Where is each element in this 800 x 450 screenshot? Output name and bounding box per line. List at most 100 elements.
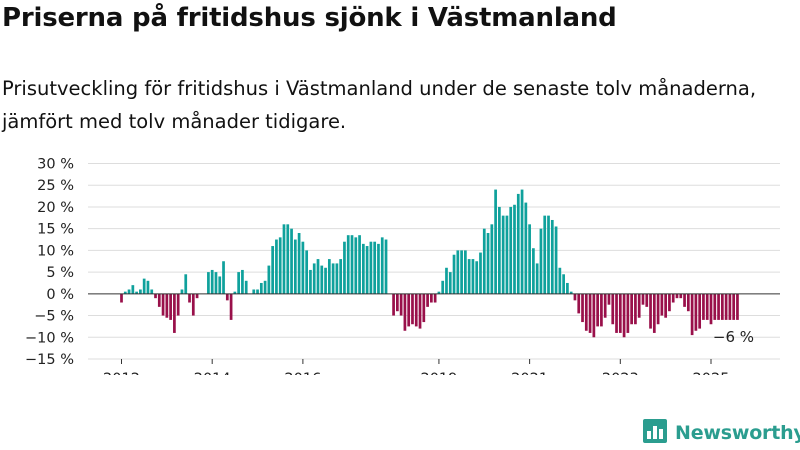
bar	[259, 282, 263, 294]
x-tick-label: 2021	[511, 371, 548, 375]
bar	[626, 293, 630, 333]
bar	[195, 293, 199, 299]
bar	[528, 224, 531, 294]
bar	[494, 189, 497, 294]
y-tick-label: −15 %	[25, 352, 74, 368]
bar	[668, 293, 671, 312]
bar	[679, 293, 683, 299]
bar	[456, 250, 460, 294]
bar	[562, 274, 565, 294]
bar	[207, 272, 210, 294]
bar	[286, 224, 290, 294]
bar	[524, 202, 528, 294]
bar	[675, 293, 679, 299]
bar	[554, 226, 558, 294]
bar	[713, 293, 717, 320]
bar	[464, 250, 467, 294]
bar	[641, 293, 645, 305]
bar	[660, 293, 664, 316]
bar	[569, 291, 573, 294]
bar	[275, 239, 278, 294]
bar	[150, 289, 154, 294]
bar	[335, 263, 339, 294]
bar	[214, 272, 218, 294]
bar	[278, 237, 282, 294]
bar	[139, 289, 142, 294]
bar	[225, 293, 229, 301]
bar	[392, 293, 395, 316]
bar	[649, 293, 652, 329]
bar	[180, 289, 184, 294]
bar	[724, 293, 728, 320]
bar	[584, 293, 588, 331]
x-tick-label: 2023	[602, 371, 639, 375]
x-tick-label: 2019	[420, 371, 457, 375]
bar	[520, 189, 524, 294]
bar	[513, 204, 516, 294]
bar	[467, 259, 471, 294]
bar	[581, 293, 584, 323]
chart-title: Priserna på fritidshus sjönk i Västmanla…	[2, 3, 617, 33]
bar	[146, 280, 150, 294]
bar	[222, 261, 225, 294]
bar	[482, 228, 486, 294]
bar	[271, 246, 275, 294]
bar	[709, 293, 713, 325]
bar	[596, 293, 599, 327]
bar	[184, 274, 188, 294]
bar	[142, 278, 146, 294]
bar	[188, 293, 191, 303]
bar	[728, 293, 732, 320]
bar	[290, 228, 293, 294]
bar	[445, 267, 448, 294]
bar	[720, 293, 724, 320]
x-tick-label: 2012	[103, 371, 140, 375]
bar	[365, 246, 369, 294]
bar	[373, 241, 377, 294]
bar	[380, 237, 384, 294]
bar	[135, 291, 138, 294]
bar	[316, 259, 320, 294]
bar	[422, 293, 426, 323]
y-axis-ticks: 30 % 25 % 20 % 15 % 10 % 5 % 0 % −5 % −10 % −15 %	[25, 157, 74, 369]
bar	[736, 293, 739, 320]
y-tick-label: 10 %	[37, 243, 74, 259]
bar	[486, 233, 490, 294]
chart-subtitle: Prisutveckling för fritidshus i Västmanl…	[2, 77, 757, 133]
bar	[339, 259, 343, 294]
bar	[603, 293, 607, 318]
bar	[550, 219, 554, 294]
bar	[120, 293, 123, 303]
bar	[297, 233, 301, 294]
bar	[399, 293, 403, 316]
x-tick-label: 2014	[194, 371, 231, 375]
bar	[173, 293, 176, 333]
y-tick-label: 20 %	[37, 200, 74, 216]
bar	[532, 248, 535, 294]
bar	[645, 293, 649, 307]
bar	[229, 293, 233, 320]
last-value-annotation: −6 %	[713, 328, 754, 346]
bar	[607, 293, 611, 305]
bar	[411, 293, 414, 325]
bar	[671, 293, 675, 303]
bar	[414, 293, 418, 327]
bar	[154, 293, 157, 299]
bar	[558, 267, 562, 294]
bar	[516, 193, 520, 294]
bar	[361, 243, 365, 294]
bar	[309, 269, 312, 294]
brand-logo[interactable]: Newsworthy	[643, 418, 800, 448]
x-tick-label: 2025	[693, 371, 730, 375]
bar	[592, 293, 596, 338]
x-axis-ticks: 2012 2014 2016 2019 2021 2023 2025	[103, 359, 729, 375]
bar	[615, 293, 618, 333]
bar	[131, 285, 135, 294]
bar	[664, 293, 668, 318]
bar	[301, 241, 305, 294]
bar	[717, 293, 720, 320]
bar	[324, 267, 327, 294]
x-tick-label: 2016	[284, 371, 321, 375]
bar	[634, 293, 637, 325]
bar	[312, 263, 316, 294]
